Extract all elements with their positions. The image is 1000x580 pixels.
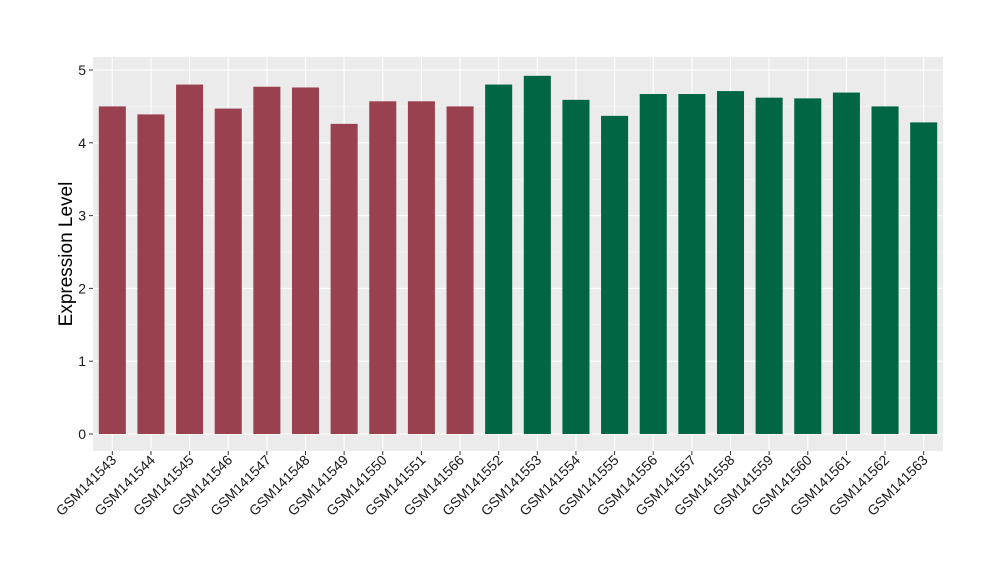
bar <box>832 92 860 435</box>
bar <box>369 101 397 434</box>
bar <box>137 114 165 435</box>
bar <box>794 98 822 434</box>
y-tick-label: 0 <box>78 426 86 442</box>
bar <box>562 99 590 435</box>
x-axis: GSM141543GSM141544GSM141545GSM141546GSM1… <box>53 451 931 519</box>
bar <box>407 101 435 434</box>
y-tick-label: 3 <box>78 208 86 224</box>
bar <box>871 106 899 435</box>
y-axis-title: Expression Level <box>56 182 77 327</box>
y-tick-label: 5 <box>78 62 86 78</box>
bar <box>678 94 706 435</box>
bar <box>910 122 938 434</box>
bar <box>253 86 281 434</box>
y-tick-label: 2 <box>78 280 86 296</box>
bar <box>176 84 204 434</box>
bar <box>446 106 474 435</box>
bar <box>601 115 629 434</box>
y-tick-label: 1 <box>78 353 86 369</box>
bar <box>330 123 358 434</box>
y-axis: 0 1 2 3 4 5 <box>78 62 93 442</box>
bar <box>291 87 320 435</box>
bar <box>755 97 783 434</box>
bar <box>485 84 513 434</box>
bar <box>214 108 242 435</box>
y-tick-label: 4 <box>78 135 86 151</box>
bar <box>716 91 745 434</box>
bar <box>639 94 667 435</box>
bar <box>98 106 126 435</box>
bars <box>98 75 938 435</box>
bar <box>523 75 551 434</box>
